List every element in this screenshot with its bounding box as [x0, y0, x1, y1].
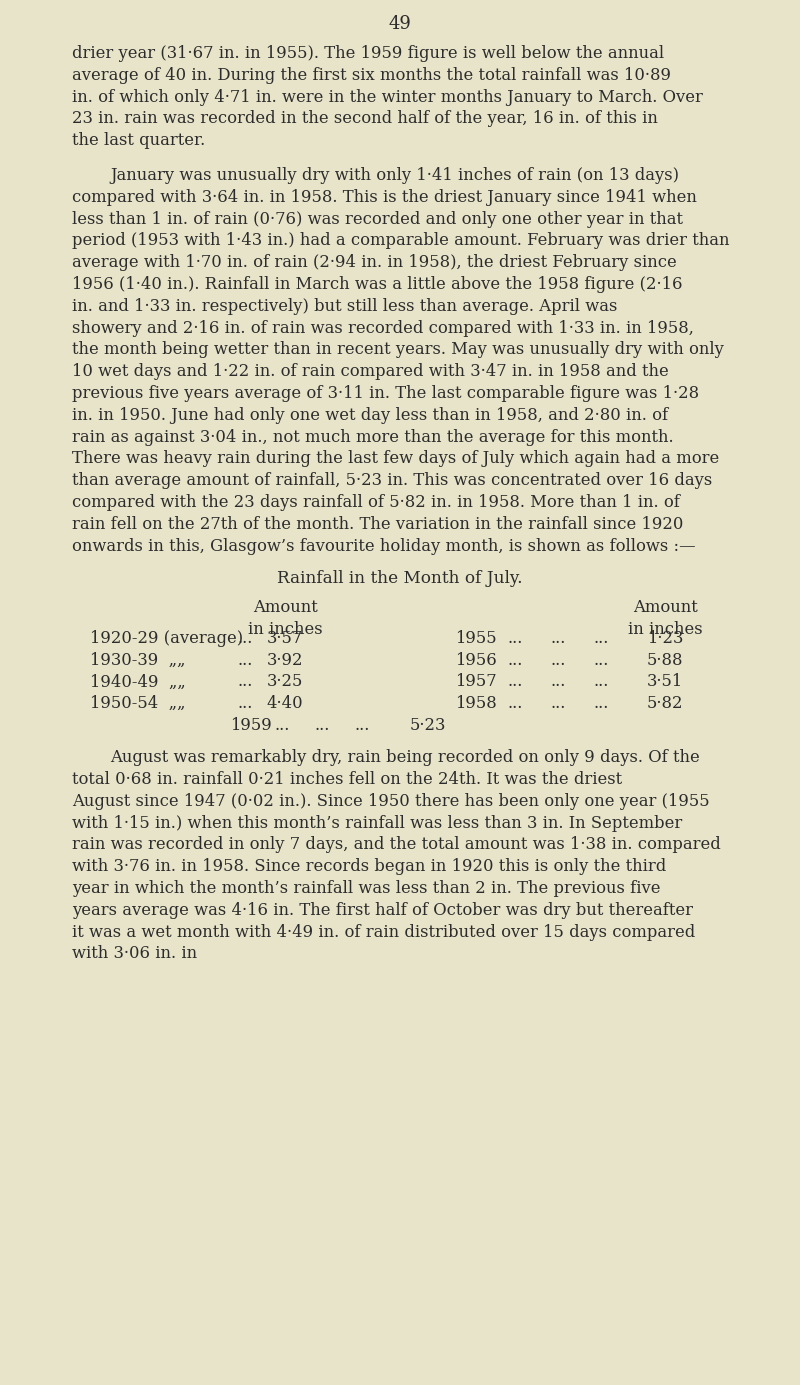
Text: rain as against 3·04 in., not much more than the average for this month.: rain as against 3·04 in., not much more … [72, 428, 674, 446]
Text: in inches: in inches [628, 620, 702, 638]
Text: with 1·15 in.) when this month’s rainfall was less than 3 in. In September: with 1·15 in.) when this month’s rainfal… [72, 814, 682, 831]
Text: 3·92: 3·92 [266, 651, 303, 669]
Text: ...: ... [238, 651, 253, 669]
Text: 1920-29 (average): 1920-29 (average) [90, 630, 243, 647]
Text: ...: ... [274, 717, 290, 734]
Text: ...: ... [550, 695, 566, 712]
Text: period (1953 with 1·43 in.) had a comparable amount. February was drier than: period (1953 with 1·43 in.) had a compar… [72, 233, 730, 249]
Text: onwards in this, Glasgow’s favourite holiday month, is shown as follows :—: onwards in this, Glasgow’s favourite hol… [72, 537, 696, 554]
Text: ...: ... [314, 717, 330, 734]
Text: 3·57: 3·57 [267, 630, 303, 647]
Text: Rainfall in the Month of July.: Rainfall in the Month of July. [277, 569, 523, 587]
Text: previous five years average of 3·11 in. The last comparable figure was 1·28: previous five years average of 3·11 in. … [72, 385, 699, 402]
Text: August was remarkably dry, rain being recorded on only 9 days. Of the: August was remarkably dry, rain being re… [110, 749, 700, 766]
Text: 1957: 1957 [455, 673, 497, 690]
Text: in. of which only 4·71 in. were in the winter months January to March. Over: in. of which only 4·71 in. were in the w… [72, 89, 703, 105]
Text: than average amount of rainfall, 5·23 in. This was concentrated over 16 days: than average amount of rainfall, 5·23 in… [72, 472, 712, 489]
Text: with 3·06 in. in: with 3·06 in. in [72, 946, 197, 963]
Text: 1956: 1956 [455, 651, 497, 669]
Text: ...: ... [594, 651, 609, 669]
Text: compared with 3·64 in. in 1958. This is the driest January since 1941 when: compared with 3·64 in. in 1958. This is … [72, 188, 697, 206]
Text: ...: ... [594, 630, 609, 647]
Text: 1930-39  „„: 1930-39 „„ [90, 651, 186, 669]
Text: the last quarter.: the last quarter. [72, 132, 206, 150]
Text: 4·40: 4·40 [266, 695, 303, 712]
Text: drier year (31·67 in. in 1955). The 1959 figure is well below the annual: drier year (31·67 in. in 1955). The 1959… [72, 44, 664, 62]
Text: 1956 (1·40 in.). Rainfall in March was a little above the 1958 figure (2·16: 1956 (1·40 in.). Rainfall in March was a… [72, 276, 682, 294]
Text: showery and 2·16 in. of rain was recorded compared with 1·33 in. in 1958,: showery and 2·16 in. of rain was recorde… [72, 320, 694, 337]
Text: 3·51: 3·51 [647, 673, 683, 690]
Text: compared with the 23 days rainfall of 5·82 in. in 1958. More than 1 in. of: compared with the 23 days rainfall of 5·… [72, 494, 680, 511]
Text: the month being wetter than in recent years. May was unusually dry with only: the month being wetter than in recent ye… [72, 341, 724, 359]
Text: ...: ... [354, 717, 370, 734]
Text: 1·23: 1·23 [647, 630, 683, 647]
Text: it was a wet month with 4·49 in. of rain distributed over 15 days compared: it was a wet month with 4·49 in. of rain… [72, 924, 695, 940]
Text: ...: ... [594, 695, 609, 712]
Text: year in which the month’s rainfall was less than 2 in. The previous five: year in which the month’s rainfall was l… [72, 879, 661, 897]
Text: Amount: Amount [253, 600, 318, 616]
Text: 1959: 1959 [230, 717, 272, 734]
Text: ...: ... [550, 673, 566, 690]
Text: years average was 4·16 in. The first half of October was dry but thereafter: years average was 4·16 in. The first hal… [72, 902, 693, 918]
Text: 1950-54  „„: 1950-54 „„ [90, 695, 186, 712]
Text: ...: ... [507, 630, 522, 647]
Text: with 3·76 in. in 1958. Since records began in 1920 this is only the third: with 3·76 in. in 1958. Since records beg… [72, 859, 666, 875]
Text: ...: ... [550, 651, 566, 669]
Text: ...: ... [594, 673, 609, 690]
Text: August since 1947 (0·02 in.). Since 1950 there has been only one year (1955: August since 1947 (0·02 in.). Since 1950… [72, 792, 710, 810]
Text: 5·23: 5·23 [410, 717, 446, 734]
Text: ...: ... [238, 673, 253, 690]
Text: 1955: 1955 [455, 630, 497, 647]
Text: ...: ... [550, 630, 566, 647]
Text: ...: ... [507, 695, 522, 712]
Text: 5·82: 5·82 [646, 695, 683, 712]
Text: ...: ... [238, 695, 253, 712]
Text: Amount: Amount [633, 600, 698, 616]
Text: 1940-49  „„: 1940-49 „„ [90, 673, 186, 690]
Text: ...: ... [507, 673, 522, 690]
Text: 10 wet days and 1·22 in. of rain compared with 3·47 in. in 1958 and the: 10 wet days and 1·22 in. of rain compare… [72, 363, 669, 381]
Text: 49: 49 [389, 15, 411, 33]
Text: less than 1 in. of rain (0·76) was recorded and only one other year in that: less than 1 in. of rain (0·76) was recor… [72, 211, 683, 227]
Text: ...: ... [238, 630, 253, 647]
Text: total 0·68 in. rainfall 0·21 inches fell on the 24th. It was the driest: total 0·68 in. rainfall 0·21 inches fell… [72, 771, 622, 788]
Text: rain fell on the 27th of the month. The variation in the rainfall since 1920: rain fell on the 27th of the month. The … [72, 515, 683, 533]
Text: in. and 1·33 in. respectively) but still less than average. April was: in. and 1·33 in. respectively) but still… [72, 298, 618, 314]
Text: 5·88: 5·88 [646, 651, 683, 669]
Text: 1958: 1958 [455, 695, 497, 712]
Text: average with 1·70 in. of rain (2·94 in. in 1958), the driest February since: average with 1·70 in. of rain (2·94 in. … [72, 255, 677, 271]
Text: ...: ... [507, 651, 522, 669]
Text: in inches: in inches [248, 620, 322, 638]
Text: average of 40 in. During the first six months the total rainfall was 10·89: average of 40 in. During the first six m… [72, 66, 671, 84]
Text: in. in 1950. June had only one wet day less than in 1958, and 2·80 in. of: in. in 1950. June had only one wet day l… [72, 407, 668, 424]
Text: 3·25: 3·25 [267, 673, 303, 690]
Text: rain was recorded in only 7 days, and the total amount was 1·38 in. compared: rain was recorded in only 7 days, and th… [72, 837, 721, 853]
Text: 23 in. rain was recorded in the second half of the year, 16 in. of this in: 23 in. rain was recorded in the second h… [72, 111, 658, 127]
Text: January was unusually dry with only 1·41 inches of rain (on 13 days): January was unusually dry with only 1·41… [110, 168, 679, 184]
Text: There was heavy rain during the last few days of July which again had a more: There was heavy rain during the last few… [72, 450, 719, 467]
